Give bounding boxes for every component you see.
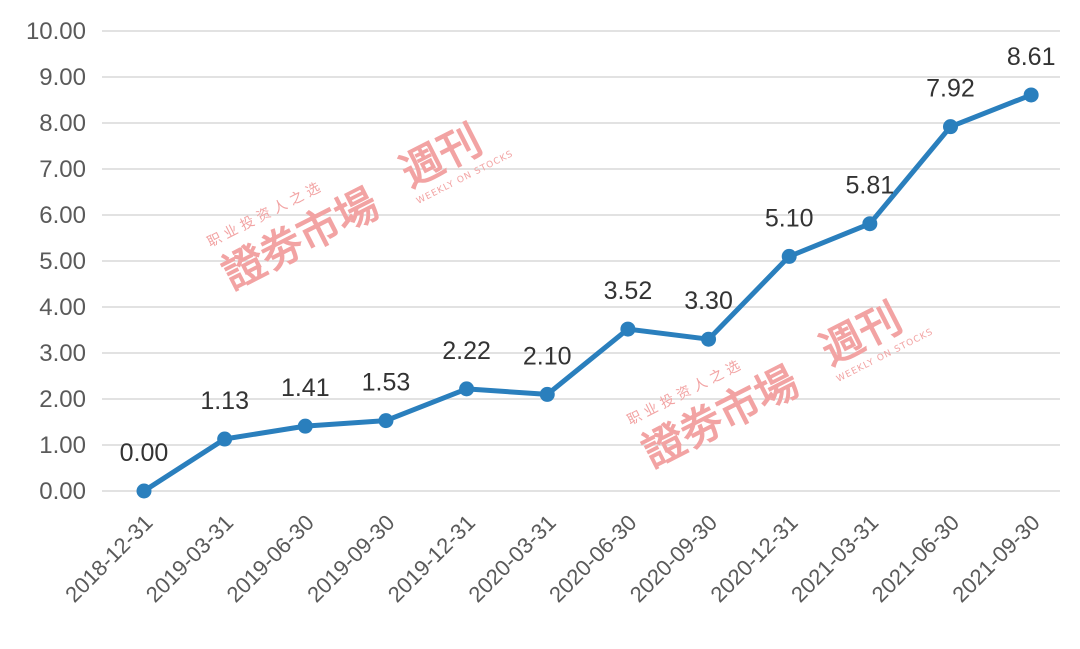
data-point <box>781 248 797 264</box>
grid-lines <box>102 30 1060 492</box>
data-label: 3.30 <box>684 287 733 315</box>
data-label: 3.52 <box>604 277 653 305</box>
y-tick-label: 1.00 <box>39 432 86 459</box>
data-label: 0.00 <box>120 439 169 467</box>
data-label: 1.13 <box>200 387 249 415</box>
data-labels: 0.00 1.13 1.41 1.53 2.22 2.10 3.52 3.30 5.10 5.81… <box>120 43 1056 467</box>
y-tick-label: 9.00 <box>39 64 86 91</box>
data-label: 7.92 <box>926 75 975 103</box>
data-label: 1.53 <box>362 369 411 397</box>
y-tick-label: 2.00 <box>39 386 86 413</box>
data-point <box>539 386 555 402</box>
series-line <box>141 92 1034 494</box>
data-point <box>701 331 717 347</box>
data-point <box>217 431 233 447</box>
data-label: 1.41 <box>281 374 330 402</box>
data-point <box>297 418 313 434</box>
data-point <box>459 381 475 397</box>
y-tick-label: 5.00 <box>39 248 86 275</box>
data-label: 5.81 <box>846 172 895 200</box>
data-point <box>136 483 152 499</box>
x-axis-ticks: 2018-12-312019-03-312019-06-302019-09-30… <box>60 510 1044 607</box>
watermark: 职 业 投 资 人 之 选 證劵市場 週刊 WEEKLY ON STOCKS 职… <box>205 115 935 477</box>
y-tick-label: 4.00 <box>39 294 86 321</box>
data-label: 5.10 <box>765 204 814 232</box>
x-tick-label: 2021-09-30 <box>947 510 1044 607</box>
series <box>136 87 1039 499</box>
data-point <box>620 321 636 337</box>
data-label: 8.61 <box>1007 43 1056 71</box>
y-tick-label: 7.00 <box>39 156 86 183</box>
data-point <box>943 119 958 135</box>
data-point <box>862 216 878 232</box>
watermark-top: 职 业 投 资 人 之 选 證劵市場 週刊 WEEKLY ON STOCKS <box>205 115 515 299</box>
watermark-bottom: 职 业 投 资 人 之 选 證劵市場 週刊 WEEKLY ON STOCKS <box>625 293 935 477</box>
y-tick-label: 8.00 <box>39 110 86 137</box>
data-label: 2.22 <box>442 337 491 365</box>
data-label: 2.10 <box>523 342 572 370</box>
y-tick-label: 6.00 <box>39 202 86 229</box>
data-point <box>1023 87 1039 103</box>
data-point <box>378 413 394 429</box>
y-tick-label: 3.00 <box>39 340 86 367</box>
y-tick-label: 10.00 <box>26 18 86 45</box>
y-axis-ticks: 0.00 1.00 2.00 3.00 4.00 5.00 6.00 7.00 8.00 9.00… <box>26 18 86 505</box>
y-tick-label: 0.00 <box>39 478 86 505</box>
